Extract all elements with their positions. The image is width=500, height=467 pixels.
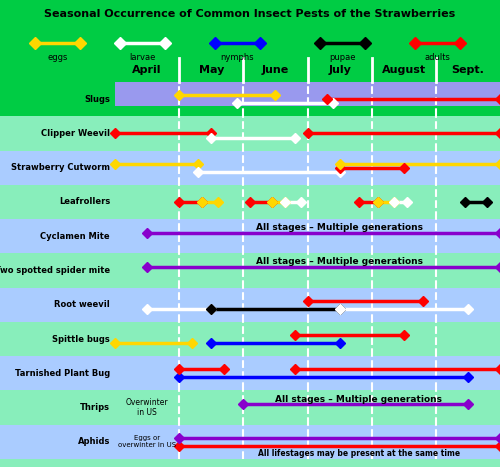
Text: May: May: [198, 65, 224, 75]
Text: April: April: [132, 65, 162, 75]
Bar: [116, 82, 178, 104]
Bar: [244, 82, 306, 104]
Text: All stages – Multiple generations: All stages – Multiple generations: [256, 257, 423, 267]
Text: Eggs or
overwinter in US: Eggs or overwinter in US: [118, 435, 176, 448]
Bar: [0, 459, 500, 467]
Text: eggs: eggs: [48, 53, 68, 62]
Text: Clipper Weevil: Clipper Weevil: [41, 129, 110, 138]
Text: July: July: [328, 65, 351, 75]
Bar: [0, 390, 500, 425]
Bar: [0, 219, 500, 254]
Bar: [308, 82, 370, 104]
Text: Seasonal Occurrence of Common Insect Pests of the Strawberries: Seasonal Occurrence of Common Insect Pes…: [44, 9, 456, 19]
Bar: [437, 82, 499, 104]
Text: Thrips: Thrips: [80, 403, 110, 412]
Bar: [0, 150, 500, 185]
Text: adults: adults: [424, 53, 450, 62]
Text: Spittle bugs: Spittle bugs: [52, 334, 110, 344]
Text: Aphids: Aphids: [78, 438, 110, 446]
Text: Two spotted spider mite: Two spotted spider mite: [0, 266, 110, 275]
Bar: [0, 254, 500, 288]
Bar: [372, 82, 435, 104]
Text: All stages – Multiple generations: All stages – Multiple generations: [256, 223, 423, 232]
Bar: [0, 116, 500, 150]
Bar: [0, 425, 500, 459]
Text: Slugs: Slugs: [84, 95, 110, 104]
Bar: [0, 288, 500, 322]
Text: Cyclamen Mite: Cyclamen Mite: [40, 232, 110, 241]
Bar: [0, 28, 500, 56]
Text: nymphs: nymphs: [220, 53, 254, 62]
Text: All stages – Multiple generations: All stages – Multiple generations: [276, 395, 442, 403]
Text: All lifestages may be present at the same time: All lifestages may be present at the sam…: [258, 449, 460, 458]
Text: larvae: larvae: [130, 53, 156, 62]
Text: Sept.: Sept.: [452, 65, 484, 75]
Text: pupae: pupae: [329, 53, 356, 62]
Bar: [0, 356, 500, 390]
Text: June: June: [262, 65, 289, 75]
Text: Overwinter
in US: Overwinter in US: [126, 398, 168, 417]
Bar: [0, 185, 500, 219]
Text: Root weevil: Root weevil: [54, 300, 110, 309]
Bar: [0, 58, 500, 88]
Text: Leafrollers: Leafrollers: [59, 198, 110, 206]
Bar: [0, 322, 500, 356]
Bar: [180, 82, 242, 104]
Text: Tarnished Plant Bug: Tarnished Plant Bug: [15, 369, 110, 378]
Bar: [115, 82, 500, 106]
Text: August: August: [382, 65, 426, 75]
Text: Strawberry Cutworm: Strawberry Cutworm: [11, 163, 110, 172]
